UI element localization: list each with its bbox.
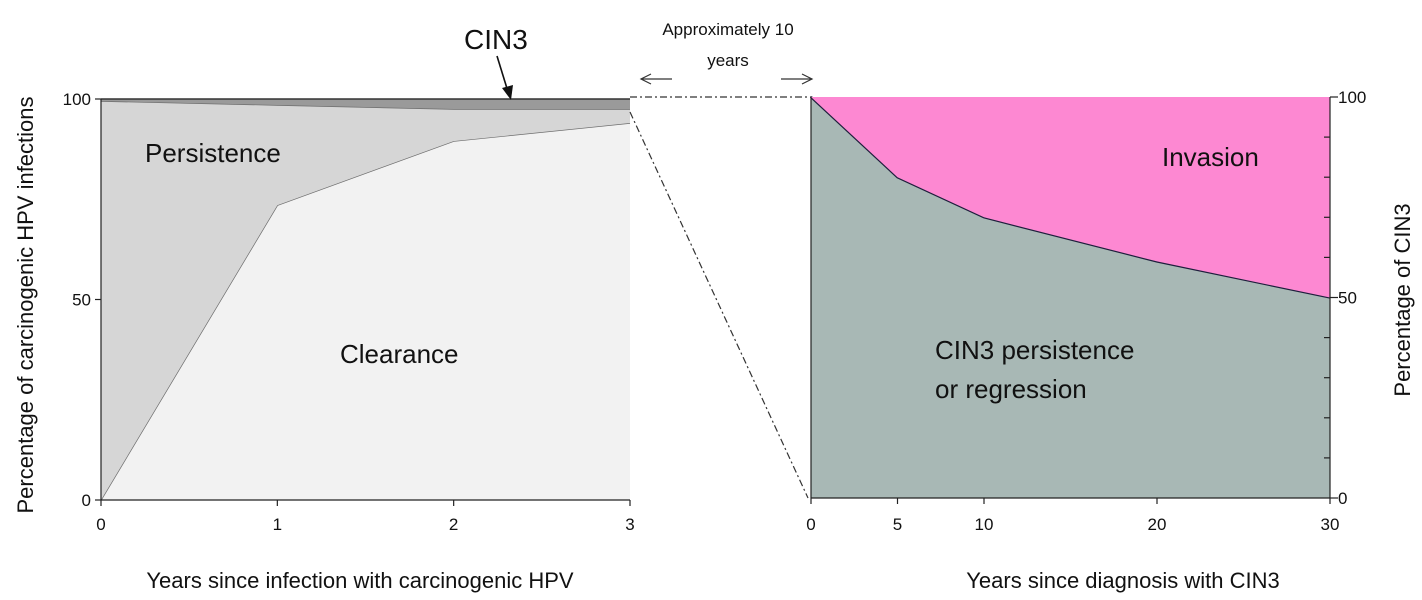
right-x-tick-label: 5 [893,515,902,534]
left-area-persistence [101,101,630,500]
left-x-tick-label: 3 [625,515,634,534]
right-x-tick-label: 0 [806,515,815,534]
right-area-invasion [811,97,1330,298]
right-chart: 0 5 10 20 30 0 50 100 Invasion CIN3 persistence… [806,88,1415,593]
right-region-label-persistence-line2: or regression [935,374,1087,404]
zoom-connectors [629,96,812,499]
gap-annotation-line1: Approximately 10 [662,20,793,39]
left-y-tick-label: 50 [72,291,91,310]
left-chart: 0 1 2 3 0 50 100 Persistence Clearance CIN3 Ye… [13,24,635,593]
left-y-axis-title: Percentage of carcinogenic HPV infection… [13,96,38,513]
right-y-axis-title: Percentage of CIN3 [1390,203,1415,396]
left-areas [100,98,631,501]
left-x-tick-label: 0 [96,515,105,534]
right-y-tick-label: 100 [1338,88,1366,107]
left-ticks: 0 1 2 3 0 50 100 [63,90,635,534]
left-y-tick-label: 100 [63,90,91,109]
right-x-tick-label: 20 [1148,515,1167,534]
left-x-axis-title: Years since infection with carcinogenic … [146,568,574,593]
left-x-tick-label: 1 [273,515,282,534]
right-y-tick-label: 0 [1338,489,1347,508]
right-ticks: 0 5 10 20 30 0 50 100 [806,88,1366,534]
right-region-label-invasion: Invasion [1162,142,1259,172]
cin3-annotation-arrow [496,55,513,100]
cin3-annotation-label: CIN3 [464,24,528,55]
right-x-axis-title: Years since diagnosis with CIN3 [966,568,1279,593]
left-region-label-persistence: Persistence [145,138,281,168]
connector-bottom [629,111,809,499]
gap-arrow-left [639,73,672,85]
left-area-cin3 [101,99,630,110]
gap-arrow-right [781,73,814,85]
right-areas [810,96,1331,498]
gap-annotation: Approximately 10 years [639,20,814,85]
left-region-label-clearance: Clearance [340,339,459,369]
right-x-tick-label: 30 [1321,515,1340,534]
left-area-clearance [101,123,630,500]
right-x-tick-label: 10 [975,515,994,534]
gap-annotation-line2: years [707,51,749,70]
left-x-tick-label: 2 [449,515,458,534]
right-region-label-persistence-line1: CIN3 persistence [935,335,1134,365]
right-y-tick-label: 50 [1338,289,1357,308]
left-y-tick-label: 0 [82,491,91,510]
